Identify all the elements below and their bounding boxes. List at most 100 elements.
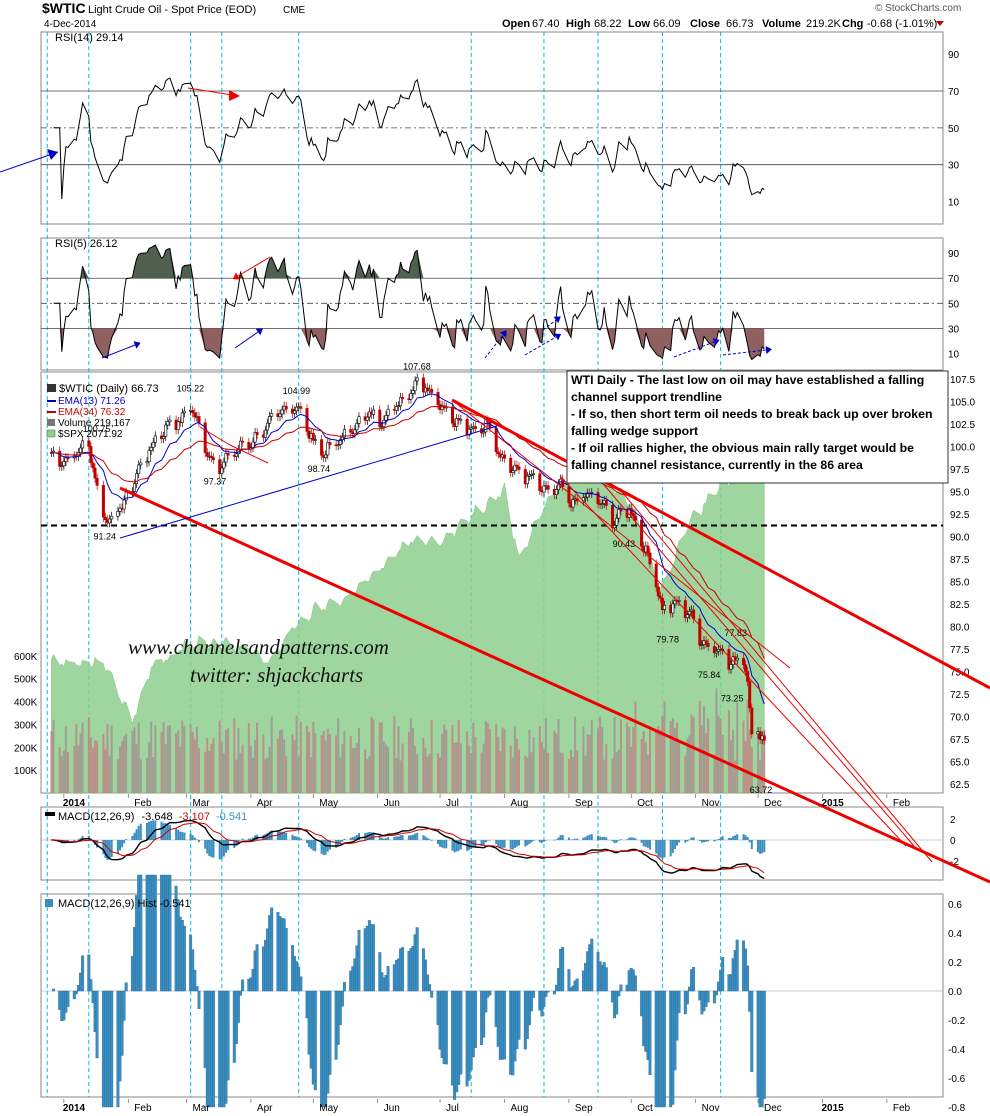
candle-body: [197, 416, 201, 423]
price-tick: 107.5: [950, 375, 975, 386]
volume-bar: [104, 749, 107, 793]
candle-body: [704, 640, 708, 644]
volume-bar: [64, 726, 67, 793]
volume-bar: [669, 721, 672, 793]
candle-body: [532, 473, 536, 476]
volume-bar: [249, 745, 252, 793]
volume-bar: [314, 733, 317, 793]
volume-bar: [293, 740, 296, 793]
macd-hist-bar: [179, 831, 182, 840]
volume-bar: [206, 738, 209, 793]
volume-bar: [555, 733, 558, 793]
candle-body: [116, 510, 120, 517]
hist-bar: [124, 982, 128, 992]
volume-bar: [470, 753, 473, 793]
candle-body: [64, 457, 68, 462]
macd-hist-bar: [688, 839, 691, 840]
hist-bar: [677, 990, 681, 1013]
volume-bar: [235, 759, 238, 793]
candle-body: [469, 427, 473, 430]
hist-bar: [615, 990, 619, 1015]
macd-hist-bar: [401, 835, 404, 840]
candle-body: [671, 603, 675, 614]
volume-bar: [445, 729, 448, 793]
macd-hist-bar: [222, 840, 225, 857]
candle-body: [349, 429, 353, 433]
volume-bar: [503, 729, 506, 793]
volume-bar: [692, 716, 695, 793]
volume-bar: [295, 715, 298, 793]
volume-bar: [125, 733, 128, 793]
volume-bar: [119, 746, 121, 793]
candle-body: [712, 646, 716, 654]
candle-body: [741, 657, 745, 666]
macd-hist-bar: [597, 835, 599, 840]
macd-hist-bar: [511, 840, 514, 850]
volume-bar: [89, 737, 92, 793]
rsi14-label: RSI(14) 29.14: [55, 32, 123, 44]
volume-bar: [617, 749, 620, 793]
volume-bar: [306, 725, 308, 793]
month-label: 2014: [63, 1103, 86, 1114]
macd-hist-bar: [543, 840, 545, 842]
candle-body: [162, 436, 166, 439]
volume-bar: [586, 734, 589, 793]
macd-hist-bar: [252, 837, 254, 840]
macd-hist-bar: [335, 840, 338, 848]
volume-bar: [750, 747, 753, 793]
hist-bar: [675, 990, 679, 1041]
volume-bar: [628, 727, 631, 793]
volume-bar: [582, 726, 585, 793]
hist-bar: [663, 990, 666, 1108]
divergence-arrow-line: [673, 341, 715, 358]
macd-hist-bar: [497, 840, 500, 847]
macd-hist-bar: [715, 840, 718, 841]
volume-bar: [227, 728, 230, 793]
macd-hist-bar: [676, 840, 678, 846]
candle-body: [209, 455, 213, 459]
rsi-level-tick: 50: [948, 299, 960, 310]
volume-bar: [154, 725, 157, 793]
volume-bar: [58, 747, 61, 793]
macd-hist-bar: [225, 840, 227, 853]
macd-hist-bar: [455, 840, 458, 852]
macd-hist-bar: [198, 840, 200, 842]
price-tick: 82.5: [950, 600, 970, 611]
volume-bar: [139, 759, 142, 793]
candle-body: [399, 397, 403, 407]
high-value: 68.22: [594, 18, 622, 30]
rsi-level-tick: 70: [948, 87, 960, 98]
volume-bar: [135, 744, 138, 793]
candle-body: [324, 454, 328, 458]
volume-bar: [561, 752, 564, 793]
hist-bar: [139, 874, 143, 992]
volume-bar: [146, 758, 148, 793]
volume-bar: [570, 750, 572, 793]
candle-body: [494, 427, 498, 452]
price-tick: 62.5: [950, 780, 970, 791]
hist-bar: [715, 990, 718, 996]
candle-body: [411, 390, 415, 394]
price-tick: 85.0: [950, 578, 970, 589]
candle-body: [93, 467, 97, 479]
macd-hist-bar: [626, 839, 629, 840]
volume-bar: [472, 722, 475, 793]
hist-bar: [52, 988, 55, 992]
macd-hist-bar: [480, 840, 483, 847]
macd-legend-swatch: [45, 812, 55, 816]
candle-body: [234, 453, 238, 457]
candle-body: [610, 505, 614, 529]
volume-bar: [393, 716, 396, 793]
candle-body: [436, 392, 440, 405]
wedge-line: [451, 399, 791, 669]
macd-hist-bar: [67, 840, 69, 842]
candle-body: [212, 457, 216, 460]
divergence-arrow-line: [524, 336, 557, 356]
volume-bar: [152, 757, 155, 793]
volume-bar: [409, 718, 412, 793]
volume-bar: [168, 725, 171, 793]
candle-body: [110, 515, 114, 520]
candle-body: [556, 483, 560, 490]
hist-bar: [721, 957, 725, 992]
macd-hist-bar: [632, 837, 635, 840]
